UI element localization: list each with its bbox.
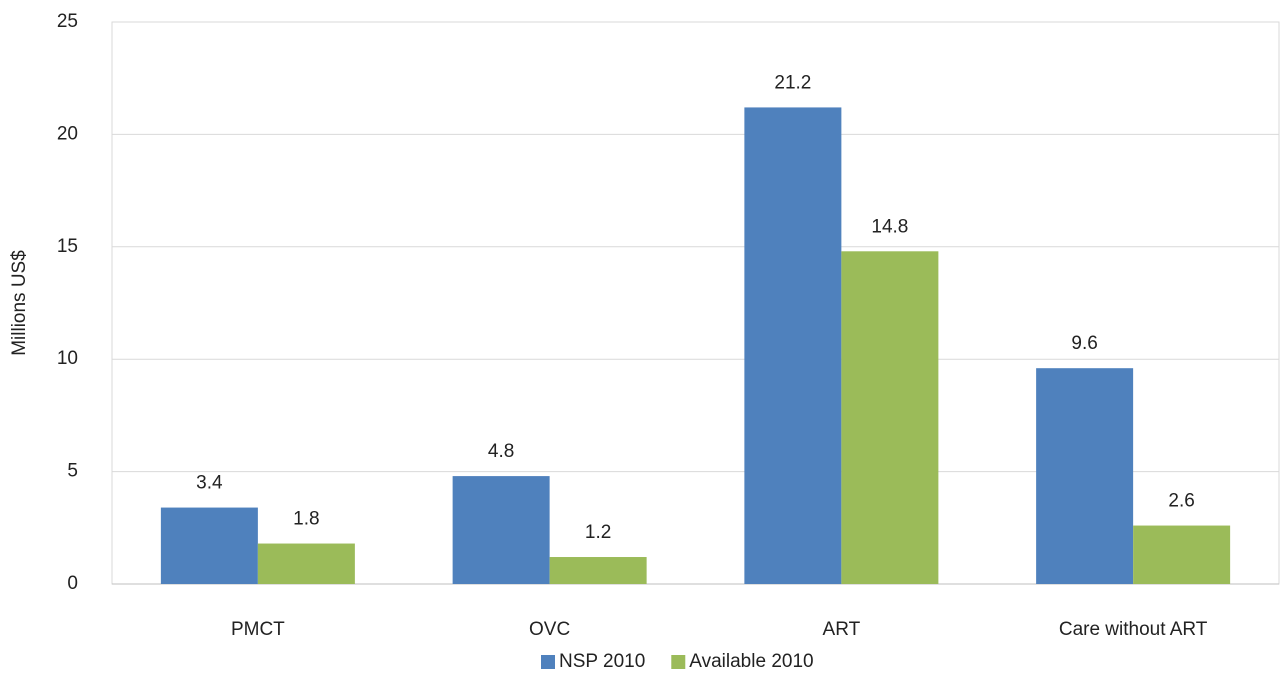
data-label: 1.2: [585, 522, 611, 543]
y-tick-label: 5: [67, 461, 78, 482]
data-label: 1.8: [293, 509, 319, 530]
data-label: 14.8: [871, 216, 908, 237]
bar: [1133, 525, 1231, 584]
bar: [841, 251, 939, 584]
legend-label: NSP 2010: [559, 651, 645, 672]
data-label: 3.4: [196, 473, 223, 494]
y-axis-label: Millions US$: [9, 250, 30, 356]
bar: [744, 107, 842, 584]
x-tick-label: Care without ART: [1059, 619, 1208, 640]
y-tick-label: 25: [57, 11, 78, 32]
data-label: 4.8: [488, 441, 514, 462]
bar: [257, 543, 355, 584]
legend-label: Available 2010: [689, 651, 813, 672]
x-tick-label: OVC: [529, 619, 570, 640]
data-label: 9.6: [1071, 333, 1097, 354]
x-tick-label: PMCT: [231, 619, 285, 640]
y-tick-label: 20: [57, 123, 78, 144]
bar: [160, 507, 258, 584]
y-tick-label: 10: [57, 348, 78, 369]
bar: [1036, 368, 1134, 584]
legend-swatch: [541, 655, 555, 669]
legend-swatch: [671, 655, 686, 669]
bar: [452, 476, 550, 584]
y-tick-label: 0: [67, 573, 78, 594]
data-label: 2.6: [1168, 491, 1194, 512]
y-tick-label: 15: [57, 236, 78, 257]
x-tick-label: ART: [823, 619, 861, 640]
bar: [549, 557, 647, 584]
data-label: 21.2: [774, 72, 811, 93]
